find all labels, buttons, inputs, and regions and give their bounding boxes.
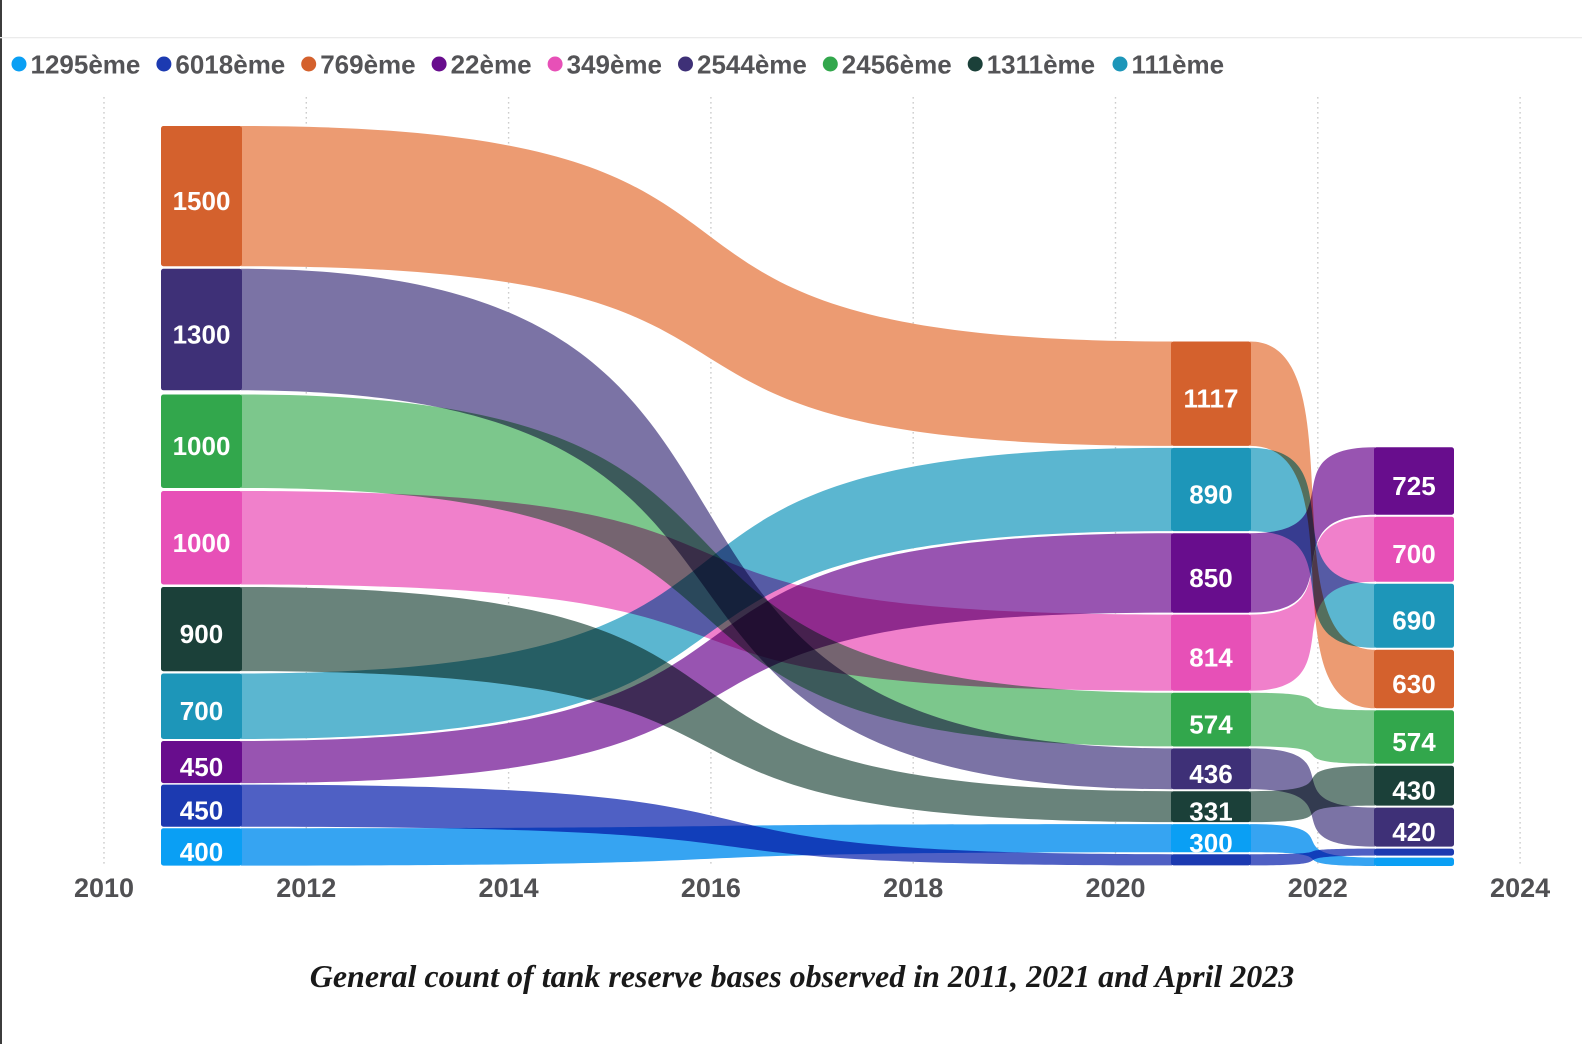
svg-text:2012: 2012 [276,873,336,903]
svg-text:890: 890 [1189,480,1232,510]
svg-text:2456ème: 2456ème [842,50,952,80]
svg-text:2022: 2022 [1288,873,1348,903]
svg-text:436: 436 [1189,759,1232,789]
svg-text:1295ème: 1295ème [31,50,141,80]
svg-text:1300: 1300 [173,320,231,350]
svg-text:850: 850 [1189,563,1232,593]
svg-text:400: 400 [180,837,223,867]
svg-text:690: 690 [1392,606,1435,636]
svg-text:1000: 1000 [173,431,231,461]
svg-text:2544ème: 2544ème [697,50,807,80]
svg-text:349ème: 349ème [567,50,662,80]
svg-text:2020: 2020 [1085,873,1145,903]
svg-text:331: 331 [1189,797,1232,827]
svg-text:1000: 1000 [173,528,231,558]
svg-text:450: 450 [180,752,223,782]
svg-text:300: 300 [1189,828,1232,858]
svg-text:2016: 2016 [681,873,741,903]
svg-text:1117: 1117 [1184,384,1239,414]
svg-text:900: 900 [180,619,223,649]
svg-text:2024: 2024 [1490,873,1550,903]
svg-text:6018ème: 6018ème [175,50,285,80]
svg-text:725: 725 [1392,471,1435,501]
svg-text:430: 430 [1392,776,1435,806]
svg-text:1311ème: 1311ème [987,50,1095,80]
svg-text:2018: 2018 [883,873,943,903]
svg-text:700: 700 [1392,539,1435,569]
svg-text:769ème: 769ème [320,50,415,80]
svg-text:450: 450 [180,796,223,826]
svg-text:General count of tank reserve: General count of tank reserve bases obse… [310,958,1295,994]
svg-text:700: 700 [180,696,223,726]
svg-text:22ème: 22ème [451,50,532,80]
svg-text:111ème: 111ème [1132,50,1225,80]
svg-text:574: 574 [1189,710,1233,740]
svg-text:630: 630 [1392,669,1435,699]
svg-text:1500: 1500 [173,186,231,216]
svg-text:814: 814 [1189,643,1233,673]
svg-text:2014: 2014 [479,873,539,903]
svg-text:420: 420 [1392,817,1435,847]
svg-text:574: 574 [1392,727,1436,757]
svg-text:2010: 2010 [74,873,134,903]
